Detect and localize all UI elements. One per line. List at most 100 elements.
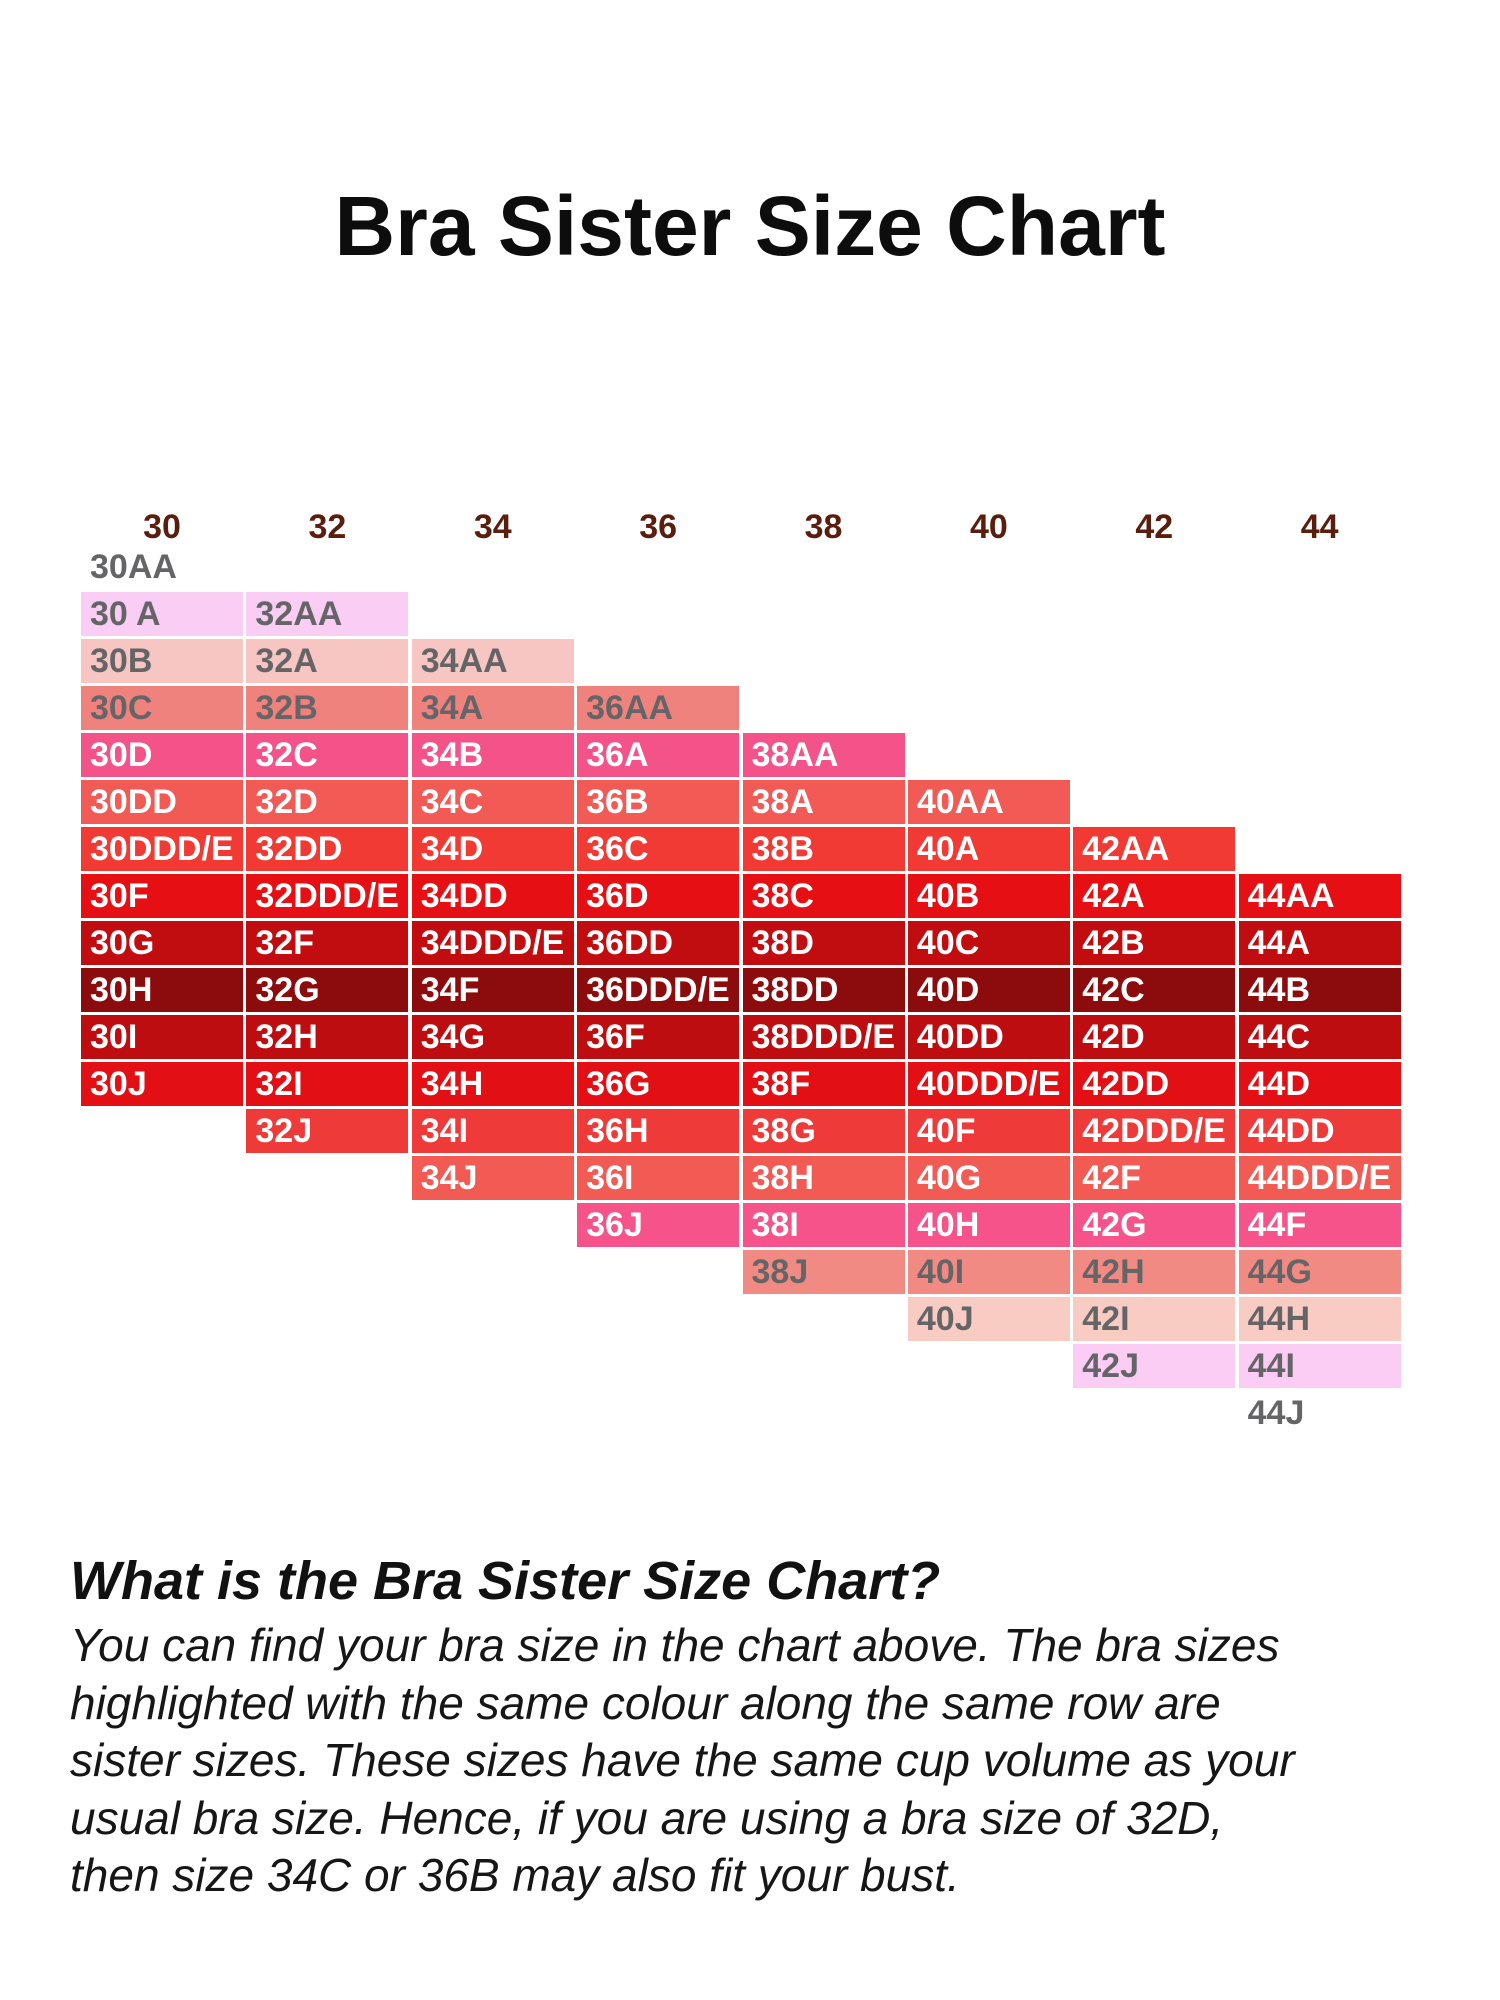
size-cell: 36DDD/E: [577, 968, 740, 1012]
size-cell: 40G: [907, 1156, 1070, 1200]
size-cell: 44DD: [1238, 1109, 1401, 1153]
size-cell: 34D: [411, 827, 574, 871]
size-cell: 32AA: [246, 592, 409, 636]
size-cell: 36AA: [577, 686, 740, 730]
size-cell: 44AA: [1238, 874, 1401, 918]
size-cell: 30C: [81, 686, 243, 730]
band-header: 32: [308, 508, 347, 546]
size-cell: 42C: [1073, 968, 1236, 1012]
size-cell: 34H: [411, 1062, 574, 1106]
size-cell: 42A: [1073, 874, 1236, 918]
size-cell: 40F: [907, 1109, 1070, 1153]
size-cell: 38A: [742, 780, 905, 824]
size-cell: 42DDD/E: [1073, 1109, 1236, 1153]
size-cell: 36I: [577, 1156, 740, 1200]
size-cell: 32DD: [246, 827, 409, 871]
size-cell: 36A: [577, 733, 740, 777]
size-cell: 34C: [411, 780, 574, 824]
size-cell: 38DD: [742, 968, 905, 1012]
size-cell: 44A: [1238, 921, 1401, 965]
size-cell: 42D: [1073, 1015, 1236, 1059]
size-cell: 30J: [81, 1062, 243, 1106]
size-cell: 42G: [1073, 1203, 1236, 1247]
size-cell: 38B: [742, 827, 905, 871]
size-cell: 44I: [1238, 1344, 1401, 1388]
size-cell: 36J: [577, 1203, 740, 1247]
size-cell: 38DDD/E: [742, 1015, 905, 1059]
size-cell: 34DD: [411, 874, 574, 918]
size-cell: 34J: [411, 1156, 574, 1200]
size-cell: 34B: [411, 733, 574, 777]
size-cell: 32A: [246, 639, 409, 683]
size-cell: 32I: [246, 1062, 409, 1106]
size-cell: 30H: [81, 968, 243, 1012]
size-cell: 42DD: [1073, 1062, 1236, 1106]
page-title: Bra Sister Size Chart: [334, 179, 1166, 273]
size-cell: 42B: [1073, 921, 1236, 965]
size-cell: 30DDD/E: [81, 827, 243, 871]
intro-line: You can find your bra size in the chart …: [70, 1619, 1280, 1671]
size-cell: 36C: [577, 827, 740, 871]
size-cell: 32H: [246, 1015, 409, 1059]
size-cell: 42I: [1073, 1297, 1236, 1341]
size-cell: 40B: [907, 874, 1070, 918]
size-cell: 34A: [411, 686, 574, 730]
size-cell: 38J: [742, 1250, 905, 1294]
size-cell: 30 A: [81, 592, 243, 636]
size-cell: 32B: [246, 686, 409, 730]
size-cell: 40H: [907, 1203, 1070, 1247]
size-cell: 30AA: [90, 548, 177, 586]
size-cell: 44B: [1238, 968, 1401, 1012]
band-header: 36: [639, 508, 678, 546]
size-cell: 32F: [246, 921, 409, 965]
size-cell: 30F: [81, 874, 243, 918]
size-cell: 34AA: [411, 639, 574, 683]
intro-line: highlighted with the same colour along t…: [70, 1676, 1221, 1729]
band-header: 44: [1300, 508, 1339, 546]
size-cell: 36DD: [577, 921, 740, 965]
size-cell: 32D: [246, 780, 409, 824]
size-cell: 38F: [742, 1062, 905, 1106]
size-cell: 44F: [1238, 1203, 1401, 1247]
size-cell: 40D: [907, 968, 1070, 1012]
size-cell: 36H: [577, 1109, 740, 1153]
size-cell: 44C: [1238, 1015, 1401, 1059]
size-cell: 44G: [1238, 1250, 1401, 1294]
size-cell: 44J: [1247, 1394, 1305, 1432]
size-cell: 40DD: [907, 1015, 1070, 1059]
size-cell: 30B: [81, 639, 243, 683]
size-cell: 38G: [742, 1109, 905, 1153]
size-cell: 30I: [81, 1015, 243, 1059]
size-cell: 40DDD/E: [907, 1062, 1070, 1106]
size-cell: 44D: [1238, 1062, 1401, 1106]
intro-line: then size 34C or 36B may also fit your b…: [70, 1849, 960, 1901]
size-cell: 36B: [577, 780, 740, 824]
size-cell: 30DD: [81, 780, 243, 824]
size-cell: 40A: [907, 827, 1070, 871]
size-cell: 38I: [742, 1203, 905, 1247]
size-cell: 38H: [742, 1156, 905, 1200]
size-cell: 34I: [411, 1109, 574, 1153]
size-cell: 42F: [1073, 1156, 1236, 1200]
band-header: 42: [1135, 508, 1174, 546]
size-cell: 36G: [577, 1062, 740, 1106]
size-cell: 36F: [577, 1015, 740, 1059]
band-header: 34: [473, 508, 512, 546]
intro-heading: What is the Bra Sister Size Chart?: [70, 1551, 941, 1611]
size-cell: 38C: [742, 874, 905, 918]
size-cell: 40AA: [907, 780, 1070, 824]
size-cell: 40J: [907, 1297, 1070, 1341]
size-cell: 38D: [742, 921, 905, 965]
size-cell: 32C: [246, 733, 409, 777]
size-cell: 34DDD/E: [411, 921, 574, 965]
size-cell: 32DDD/E: [246, 874, 409, 918]
size-cell: 42J: [1073, 1344, 1236, 1388]
size-cell: 36D: [577, 874, 740, 918]
size-cell: 44H: [1238, 1297, 1401, 1341]
size-cell: 30G: [81, 921, 243, 965]
size-cell: 40I: [907, 1250, 1070, 1294]
intro-line: sister sizes. These sizes have the same …: [70, 1734, 1295, 1786]
size-cell: 32J: [246, 1109, 409, 1153]
size-cell: 42H: [1073, 1250, 1236, 1294]
